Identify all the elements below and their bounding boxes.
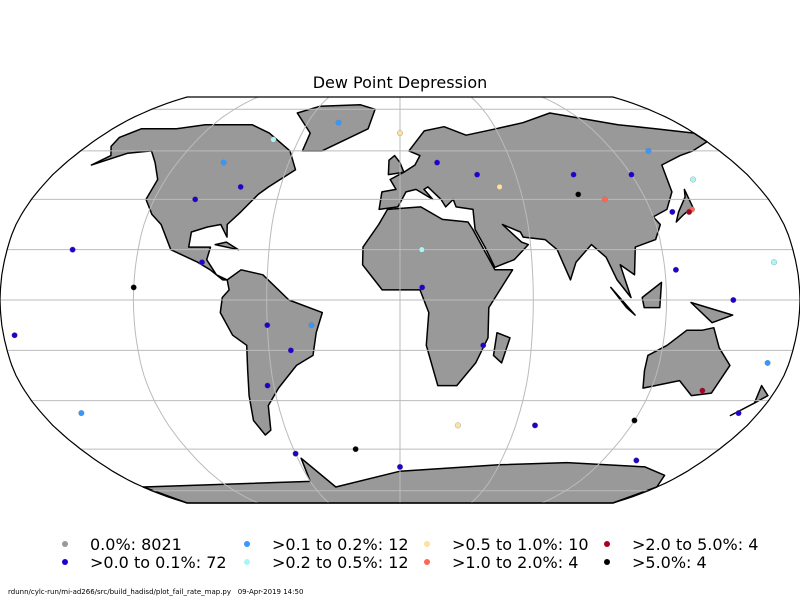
landmass xyxy=(610,286,636,316)
station-point xyxy=(570,171,577,178)
station-point xyxy=(645,147,652,154)
landmass xyxy=(492,331,511,364)
landmass xyxy=(219,269,324,436)
landmass xyxy=(641,281,663,309)
station-point xyxy=(532,422,538,429)
landmass xyxy=(729,384,769,417)
legend-entry: >5.0%: 4 xyxy=(604,553,707,572)
meridian-gridline xyxy=(132,96,259,504)
station-point xyxy=(264,382,271,389)
station-point xyxy=(575,191,582,198)
meridian-gridline xyxy=(541,96,668,504)
landmass xyxy=(690,301,734,324)
station-point xyxy=(352,446,359,453)
map-boundary xyxy=(0,96,800,504)
station-point xyxy=(11,332,18,339)
station-point xyxy=(397,463,403,470)
station-point xyxy=(270,136,277,143)
station-point xyxy=(287,347,294,354)
landmass xyxy=(642,326,731,397)
legend-label: 0.0%: 8021 xyxy=(90,535,182,554)
station-point xyxy=(699,387,706,394)
legend-label: >1.0 to 2.0%: 4 xyxy=(452,553,579,572)
station-point xyxy=(130,284,137,291)
landmass xyxy=(378,112,708,299)
station-point xyxy=(735,410,742,417)
station-point xyxy=(601,196,608,203)
legend-entry: >0.5 to 1.0%: 10 xyxy=(424,535,589,554)
station-point xyxy=(292,450,299,457)
station-point xyxy=(686,208,693,215)
landmass xyxy=(214,241,240,251)
legend-label: >0.2 to 0.5%: 12 xyxy=(272,553,409,572)
legend-marker xyxy=(604,559,610,565)
station-point xyxy=(418,246,425,253)
legend-label: >5.0%: 4 xyxy=(632,553,707,572)
meridian-gridline xyxy=(470,96,534,504)
landmass xyxy=(675,188,694,223)
legend-marker xyxy=(244,559,250,565)
station-point xyxy=(764,359,771,366)
legend-entry: >1.0 to 2.0%: 4 xyxy=(424,553,579,572)
station-point xyxy=(771,259,777,266)
station-point xyxy=(69,246,76,253)
station-point xyxy=(690,176,697,183)
legend-entry: >0.0 to 0.1%: 72 xyxy=(62,553,227,572)
legend-label: >2.0 to 5.0%: 4 xyxy=(632,535,759,554)
legend-label: >0.5 to 1.0%: 10 xyxy=(452,535,589,554)
station-point xyxy=(78,410,85,417)
plot-date: 09-Apr-2019 14:50 xyxy=(237,588,304,596)
station-point xyxy=(669,208,676,215)
station-point xyxy=(220,159,227,166)
legend-entry: >2.0 to 5.0%: 4 xyxy=(604,535,759,554)
meridian-gridline xyxy=(266,96,330,504)
station-point xyxy=(192,196,199,203)
station-point xyxy=(633,457,640,464)
station-point xyxy=(264,322,271,329)
station-point xyxy=(454,422,461,429)
footer: rdunn/cylc-run/mi-ad266/src/build_hadisd… xyxy=(8,588,303,596)
station-point xyxy=(308,322,315,329)
station-point xyxy=(496,183,503,190)
station-point xyxy=(631,417,638,424)
station-point xyxy=(199,259,205,266)
legend-label: >0.0 to 0.1%: 72 xyxy=(90,553,227,572)
station-point xyxy=(672,266,679,273)
station-point xyxy=(237,183,244,190)
legend-label: >0.1 to 0.2%: 12 xyxy=(272,535,409,554)
legend-marker xyxy=(424,559,430,565)
station-point xyxy=(335,119,342,126)
station-point xyxy=(397,130,403,137)
landmass xyxy=(90,123,297,281)
station-point xyxy=(419,284,426,291)
station-point xyxy=(730,297,737,303)
legend-marker xyxy=(424,541,430,547)
legend-entry: >0.1 to 0.2%: 12 xyxy=(244,535,409,554)
legend-marker xyxy=(244,541,250,547)
legend-marker xyxy=(604,541,610,547)
legend-entry: 0.0%: 8021 xyxy=(62,535,182,554)
station-point xyxy=(628,171,635,178)
legend-marker xyxy=(62,559,68,565)
map-title: Dew Point Depression xyxy=(312,73,488,92)
station-point xyxy=(474,171,481,178)
legend-entry: >0.2 to 0.5%: 12 xyxy=(244,553,409,572)
legend-marker xyxy=(62,541,68,547)
station-point xyxy=(480,342,487,349)
script-path: rdunn/cylc-run/mi-ad266/src/build_hadisd… xyxy=(8,588,232,596)
station-point xyxy=(434,159,441,166)
